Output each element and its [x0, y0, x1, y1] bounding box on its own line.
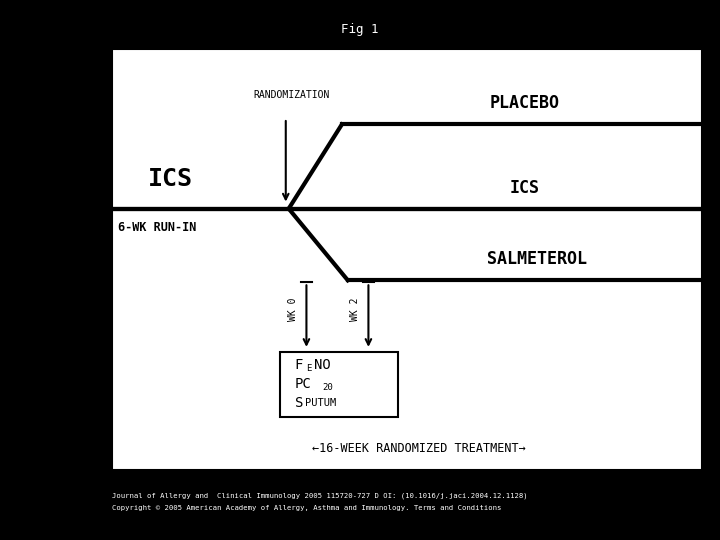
- Text: PUTUM: PUTUM: [305, 398, 336, 408]
- Text: Journal of Allergy and  Clinical Immunology 2005 115720-727 D OI: (10.1016/j.jac: Journal of Allergy and Clinical Immunolo…: [112, 492, 527, 499]
- Text: PLACEBO: PLACEBO: [490, 94, 560, 112]
- Text: 6-WK RUN-IN: 6-WK RUN-IN: [117, 221, 196, 234]
- Text: PC: PC: [294, 377, 311, 392]
- Text: Copyright © 2005 American Academy of Allergy, Asthma and Immunology. Terms and C: Copyright © 2005 American Academy of All…: [112, 504, 501, 511]
- Text: SALMETEROL: SALMETEROL: [487, 250, 587, 268]
- Text: Fig 1: Fig 1: [341, 23, 379, 36]
- Text: NO: NO: [314, 359, 331, 373]
- Text: 20: 20: [323, 383, 333, 391]
- Text: F: F: [294, 359, 303, 373]
- Text: WK 0: WK 0: [289, 298, 299, 321]
- Text: ICS: ICS: [148, 167, 193, 191]
- Bar: [280, 352, 398, 417]
- Text: ←16-WEEK RANDOMIZED TREATMENT→: ←16-WEEK RANDOMIZED TREATMENT→: [312, 442, 526, 455]
- Text: WK 2: WK 2: [351, 298, 361, 321]
- Text: ICS: ICS: [510, 179, 540, 197]
- Text: S: S: [294, 396, 303, 410]
- Text: E: E: [306, 364, 311, 373]
- Text: RANDOMIZATION: RANDOMIZATION: [253, 90, 330, 100]
